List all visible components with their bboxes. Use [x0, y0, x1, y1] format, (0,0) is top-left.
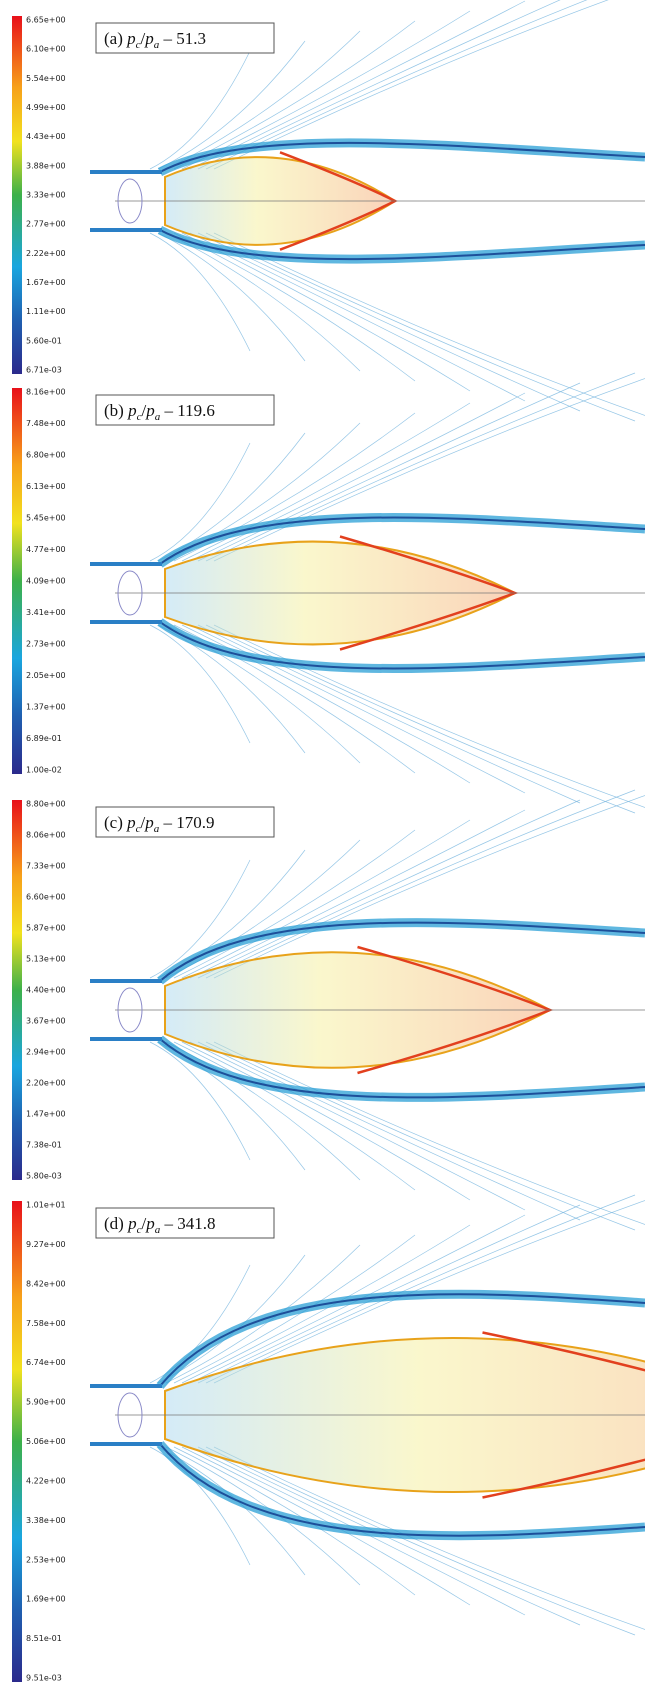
- colorbar-tick-label: 4.09e+00: [26, 577, 66, 586]
- colorbar-tick-label: 6.13e+00: [26, 482, 66, 491]
- colorbar-tick-label: 1.11e+00: [26, 307, 66, 316]
- panel: 8.16e+00 7.48e+00 6.80e+00 6.13e+00 5.45e+00…: [12, 363, 645, 823]
- label-part: (c): [104, 813, 123, 832]
- label-part: p: [127, 401, 137, 420]
- colorbar-tick-label: 7.38e-01: [26, 1141, 62, 1150]
- colorbar-tick-label: 6.10e+00: [26, 45, 66, 54]
- colorbar-tick-label: 7.58e+00: [26, 1319, 66, 1328]
- contour-line: [214, 1042, 645, 1240]
- colorbar-tick-label: 1.47e+00: [26, 1110, 66, 1119]
- contour-line: [214, 233, 645, 431]
- colorbar-tick-label: 5.06e+00: [26, 1437, 66, 1446]
- colorbar-tick-label: 8.16e+00: [26, 388, 66, 397]
- label-part: –: [163, 1214, 173, 1233]
- colorbar-tick-label: 2.53e+00: [26, 1555, 66, 1564]
- colorbar-tick-label: 5.45e+00: [26, 514, 66, 523]
- colorbar-tick-label: 2.94e+00: [26, 1048, 66, 1057]
- colorbar-tick-label: 1.37e+00: [26, 703, 66, 712]
- label-part: 170.9: [176, 813, 214, 832]
- panel-label: (d) pc/pa – 341.8: [104, 1214, 215, 1236]
- colorbar-tick-label: 4.43e+00: [26, 132, 66, 141]
- label-part: p: [145, 1214, 155, 1233]
- label-part: p: [127, 1214, 137, 1233]
- label-part: p: [126, 29, 136, 48]
- colorbar-tick-label: 7.33e+00: [26, 862, 66, 871]
- contour-line: [214, 780, 645, 978]
- label-part: p: [144, 29, 154, 48]
- colorbar-tick-label: 1.67e+00: [26, 278, 66, 287]
- colorbar-tick-label: 2.20e+00: [26, 1079, 66, 1088]
- colorbar-tick-label: 5.87e+00: [26, 924, 66, 933]
- colorbar-tick-label: 5.90e+00: [26, 1398, 66, 1407]
- panel-label: (b) pc/pa – 119.6: [104, 401, 215, 423]
- colorbar-tick-label: 4.99e+00: [26, 103, 66, 112]
- label-part: –: [163, 401, 173, 420]
- colorbar-tick-label: 4.77e+00: [26, 545, 66, 554]
- panel-label: (c) pc/pa – 170.9: [104, 813, 215, 835]
- colorbar-tick-label: 4.40e+00: [26, 986, 66, 995]
- label-part: (b): [104, 401, 124, 420]
- label-part: 51.3: [176, 29, 206, 48]
- colorbar-tick-label: 5.80e-03: [26, 1172, 62, 1181]
- colorbar: [12, 16, 22, 374]
- label-part: (d): [104, 1214, 124, 1233]
- colorbar-tick-label: 3.88e+00: [26, 161, 66, 170]
- colorbar: [12, 388, 22, 774]
- label-part: p: [145, 401, 155, 420]
- colorbar-tick-label: 6.71e-03: [26, 366, 62, 375]
- label-part: p: [144, 813, 154, 832]
- colorbar-tick-label: 7.48e+00: [26, 419, 66, 428]
- colorbar-tick-label: 5.60e-01: [26, 336, 62, 345]
- contour-line: [198, 625, 580, 803]
- label-part: 119.6: [177, 401, 215, 420]
- colorbar-tick-label: 6.80e+00: [26, 451, 66, 460]
- label-part: 341.8: [177, 1214, 215, 1233]
- panel: 1.01e+01 9.27e+00 8.42e+00 7.58e+00 6.74e+00…: [12, 1185, 645, 1683]
- colorbar-tick-label: 8.06e+00: [26, 831, 66, 840]
- colorbar-tick-label: 4.22e+00: [26, 1476, 66, 1485]
- colorbar-tick-label: 1.69e+00: [26, 1595, 66, 1604]
- colorbar-tick-label: 9.27e+00: [26, 1240, 66, 1249]
- colorbar-tick-label: 2.22e+00: [26, 249, 66, 258]
- colorbar-tick-label: 6.74e+00: [26, 1358, 66, 1367]
- colorbar-tick-label: 3.41e+00: [26, 608, 66, 617]
- colorbar-tick-label: 3.33e+00: [26, 191, 66, 200]
- panel: 8.80e+00 8.06e+00 7.33e+00 6.60e+00 5.87e+00…: [12, 780, 645, 1240]
- colorbar-tick-label: 5.13e+00: [26, 955, 66, 964]
- colorbar-tick-label: 3.67e+00: [26, 1017, 66, 1026]
- colorbar-tick-label: 2.05e+00: [26, 671, 66, 680]
- figure: 6.65e+00 6.10e+00 5.54e+00 4.99e+00 4.43e+00…: [0, 0, 645, 1684]
- contour-line: [214, 625, 645, 823]
- colorbar: [12, 1201, 22, 1682]
- contour-line: [190, 625, 525, 793]
- colorbar-tick-label: 8.42e+00: [26, 1279, 66, 1288]
- label-part: –: [163, 813, 173, 832]
- colorbar-tick-label: 5.54e+00: [26, 74, 66, 83]
- contour-line: [206, 625, 635, 813]
- colorbar-tick-label: 1.00e-02: [26, 766, 62, 775]
- colorbar-tick-label: 2.77e+00: [26, 220, 66, 229]
- colorbar-tick-label: 6.89e-01: [26, 734, 62, 743]
- colorbar: [12, 800, 22, 1180]
- colorbar-tick-label: 9.51e-03: [26, 1674, 62, 1683]
- contour-line: [206, 1042, 635, 1230]
- label-part: (a): [104, 29, 123, 48]
- colorbar-tick-label: 8.51e-01: [26, 1634, 62, 1643]
- colorbar-tick-label: 2.73e+00: [26, 640, 66, 649]
- label-part: p: [126, 813, 136, 832]
- colorbar-tick-label: 6.60e+00: [26, 893, 66, 902]
- colorbar-tick-label: 8.80e+00: [26, 800, 66, 809]
- colorbar-tick-label: 1.01e+01: [26, 1201, 66, 1210]
- panel: 6.65e+00 6.10e+00 5.54e+00 4.99e+00 4.43e+00…: [12, 0, 645, 431]
- contour-line: [198, 1042, 580, 1220]
- label-part: –: [163, 29, 173, 48]
- colorbar-tick-label: 3.38e+00: [26, 1516, 66, 1525]
- contour-line: [214, 363, 645, 561]
- colorbar-tick-label: 6.65e+00: [26, 16, 66, 25]
